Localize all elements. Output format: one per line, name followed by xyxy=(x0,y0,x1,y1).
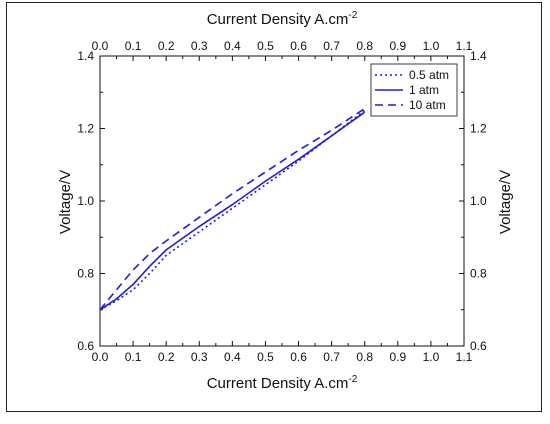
y-tick-label-right: 1.0 xyxy=(470,194,487,208)
x-tick-label-bottom: 0.1 xyxy=(125,350,142,364)
legend-label: 10 atm xyxy=(409,98,446,112)
x-tick-label-top: 0.8 xyxy=(356,39,373,53)
legend-label: 1 atm xyxy=(409,83,439,97)
y-tick-label-right: 0.6 xyxy=(470,339,487,353)
y-tick-label-right: 1.4 xyxy=(470,49,487,63)
x-tick-label-bottom: 0.6 xyxy=(290,350,307,364)
x-tick-label-top: 0.1 xyxy=(125,39,142,53)
x-tick-label-top: 0.3 xyxy=(191,39,208,53)
x-tick-label-bottom: 1.1 xyxy=(456,350,473,364)
y-tick-label-right: 0.8 xyxy=(470,267,487,281)
y-tick-label-right: 1.2 xyxy=(470,122,487,136)
x-tick-label-top: 0.2 xyxy=(158,39,175,53)
x-axis-title-bottom: Current Density A.cm-2 xyxy=(207,374,358,392)
x-tick-label-bottom: 0.4 xyxy=(224,350,241,364)
series-line-dashed xyxy=(99,107,366,311)
x-tick-label-bottom: 0.5 xyxy=(257,350,274,364)
x-tick-label-top: 0.4 xyxy=(224,39,241,53)
x-tick-label-top: 1.0 xyxy=(423,39,440,53)
x-tick-label-top: 0.7 xyxy=(323,39,340,53)
x-tick-label-bottom: 1.0 xyxy=(423,350,440,364)
y-tick-label-left: 1.2 xyxy=(77,122,94,136)
x-tick-label-top: 1.1 xyxy=(456,39,473,53)
x-tick-label-top: 0.5 xyxy=(257,39,274,53)
y-axis-title-left: Voltage/V xyxy=(57,170,74,234)
series-line-solid xyxy=(99,111,366,311)
x-tick-label-bottom: 0.9 xyxy=(389,350,406,364)
y-tick-label-left: 0.6 xyxy=(77,339,94,353)
series-layer xyxy=(99,107,366,311)
x-tick-label-bottom: 0.2 xyxy=(158,350,175,364)
x-tick-label-top: 0.9 xyxy=(389,39,406,53)
y-axis-title-right: Voltage/V xyxy=(497,170,514,234)
x-tick-label-top: 0.0 xyxy=(92,39,109,53)
x-tick-label-bottom: 0.3 xyxy=(191,350,208,364)
x-tick-label-bottom: 0.0 xyxy=(92,350,109,364)
legend-label: 0.5 atm xyxy=(409,68,449,82)
axis-ticks: 0.0 0.0 0.1 0.1 0.2 0.2 0.3 0.3 0.4 0.4 0.5 0.5 0.6 0… xyxy=(77,39,487,364)
x-tick-label-bottom: 0.7 xyxy=(323,350,340,364)
y-tick-label-left: 1.4 xyxy=(77,49,94,63)
y-tick-label-left: 1.0 xyxy=(77,194,94,208)
x-tick-label-top: 0.6 xyxy=(290,39,307,53)
y-tick-label-left: 0.8 xyxy=(77,267,94,281)
x-axis-title-top: Current Density A.cm-2 xyxy=(207,10,358,28)
x-tick-label-bottom: 0.8 xyxy=(356,350,373,364)
